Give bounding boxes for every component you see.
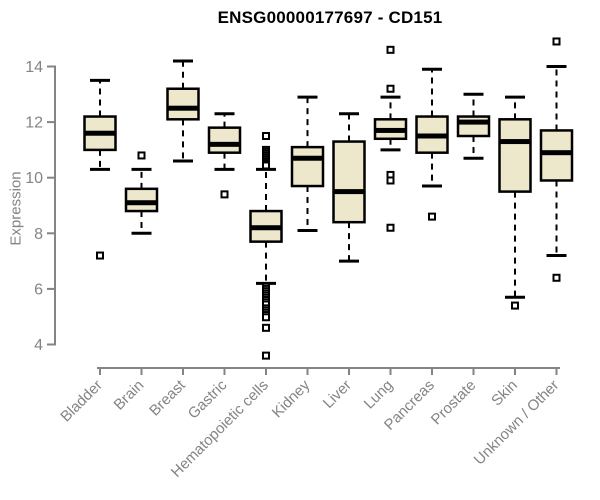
outlier-marker — [137, 151, 146, 160]
boxplot-prostate — [456, 92, 491, 160]
y-tick-label: 4 — [34, 337, 43, 354]
x-tick-label: Lung — [361, 377, 397, 413]
median-line — [458, 119, 489, 125]
box — [290, 145, 325, 188]
box — [456, 115, 491, 138]
outlier-marker — [552, 37, 561, 46]
outlier-marker — [262, 351, 270, 360]
outlier-marker — [262, 132, 270, 140]
box — [539, 129, 574, 182]
y-tick-label: 14 — [25, 59, 43, 76]
box — [166, 87, 200, 121]
box — [124, 187, 159, 213]
outlier-marker — [262, 313, 270, 322]
outlier-marker — [220, 190, 229, 199]
outlier-marker — [386, 223, 395, 232]
median-line — [167, 105, 199, 111]
outlier-marker — [386, 84, 395, 93]
boxplot-bladder — [83, 78, 117, 260]
outlier-marker — [386, 176, 395, 185]
outlier-marker — [262, 323, 270, 332]
chart-title: ENSG00000177697 - CD151 — [217, 8, 443, 27]
x-tick-label: Skin — [488, 377, 521, 410]
box — [332, 140, 366, 224]
x-tick-label: Liver — [320, 377, 355, 412]
boxplot-pancreas — [415, 67, 449, 221]
median-line — [499, 139, 531, 145]
box — [207, 126, 242, 154]
x-tick-label: Bladder — [57, 377, 106, 426]
y-tick-label: 8 — [34, 226, 43, 243]
y-tick-label: 6 — [34, 281, 43, 298]
box — [498, 118, 532, 193]
outlier-marker — [511, 301, 519, 310]
boxplot-lung — [373, 45, 408, 232]
y-tick-label: 10 — [25, 170, 43, 187]
outlier-marker — [96, 251, 104, 260]
boxplot-hematopoietic-cells — [249, 132, 283, 360]
median-line — [84, 130, 116, 136]
median-line — [375, 127, 406, 133]
boxplot-unknown-other — [539, 37, 574, 282]
x-tick-label: Prostate — [428, 377, 480, 429]
outlier-marker — [552, 273, 561, 282]
median-line — [126, 200, 157, 206]
x-tick-label: Brain — [111, 377, 148, 414]
median-line — [292, 155, 323, 161]
outlier-marker — [386, 45, 395, 54]
boxplot-brain — [124, 151, 159, 235]
median-line — [333, 189, 365, 195]
boxplot-liver — [332, 112, 366, 263]
boxplot-gastric — [207, 112, 242, 199]
median-line — [209, 141, 240, 147]
x-tick-label: Breast — [146, 376, 189, 419]
y-tick-label: 12 — [25, 115, 43, 132]
boxplot-breast — [166, 59, 200, 163]
boxplot-kidney — [290, 95, 325, 233]
x-tick-label: Kidney — [269, 376, 314, 421]
boxplot-skin — [498, 95, 532, 310]
outlier-marker — [428, 212, 436, 221]
median-line — [416, 133, 448, 139]
outlier-marker — [262, 161, 270, 170]
median-line — [250, 225, 282, 231]
median-line — [541, 150, 572, 156]
